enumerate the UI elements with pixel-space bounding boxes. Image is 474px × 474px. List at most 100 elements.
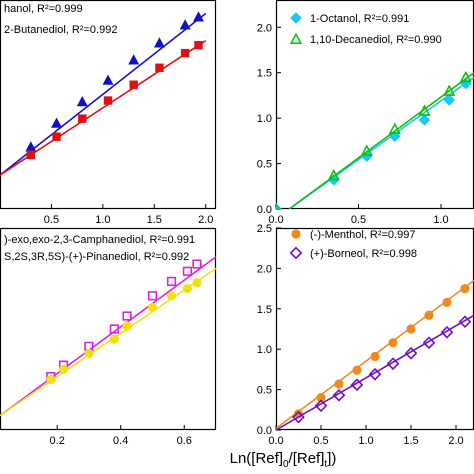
data-point	[192, 259, 202, 269]
data-point	[179, 19, 191, 30]
legend-marker	[289, 246, 303, 260]
data-point	[46, 374, 56, 385]
data-point	[350, 378, 364, 392]
x-tick-label: 0.5	[44, 214, 59, 226]
x-tick-label: 0.4	[113, 435, 128, 447]
legend-marker	[289, 32, 303, 45]
data-point	[360, 144, 373, 156]
y-tick-label: 0.5	[257, 159, 272, 171]
data-point	[194, 40, 203, 50]
data-point	[370, 351, 380, 362]
data-point	[109, 334, 119, 344]
data-point	[52, 132, 61, 141]
data-point	[182, 266, 193, 276]
data-point	[442, 297, 452, 307]
x-tick-label: 0.5	[351, 214, 366, 226]
data-point	[76, 96, 88, 107]
fit-line	[0, 267, 216, 417]
chart-panel-tr: 0.0 0.5 1.0 0.0 0.5 1.0 1.5 2.0 1-Octanol, R²=0.…	[257, 0, 474, 226]
data-point	[147, 302, 158, 312]
chart-panel-br: 0.0 0.5 1.0 1.5 2.0 0.0 0.5 1.0 1.5 2.0 2.5 (-)-Men…	[257, 223, 474, 447]
y-tick-label: 0.5	[257, 385, 272, 397]
series-2	[276, 314, 474, 430]
plot-area	[276, 279, 474, 430]
x-tick-label: 1.0	[433, 214, 448, 226]
y-tick-label: 2.5	[257, 223, 272, 235]
legend-label: (+)-Borneol, R²=0.998	[310, 248, 417, 260]
y-tick-label: 1.0	[257, 113, 272, 125]
series-1	[0, 256, 216, 417]
series-2	[276, 70, 474, 209]
data-point	[386, 357, 400, 371]
legend-marker	[290, 12, 302, 24]
axes-frame	[0, 227, 217, 431]
data-point	[58, 364, 69, 374]
data-point	[316, 393, 326, 403]
legend-label: 1-Octanol, R²=0.991	[310, 13, 409, 25]
legend-marker	[291, 229, 301, 239]
x-tick-label: 2.0	[448, 435, 463, 447]
legend-label: (-)-Menthol, R²=0.997	[310, 229, 415, 241]
chart-panel-bl: 0.2 0.4 0.6)-exo,exo-2,3-Camphanediol, R²=…	[0, 227, 217, 447]
series-2	[0, 267, 216, 417]
data-point	[147, 291, 158, 301]
data-point	[314, 399, 328, 413]
data-point	[102, 74, 114, 85]
data-point	[459, 70, 472, 83]
series-1	[276, 279, 474, 430]
y-tick-label: 1.5	[257, 304, 272, 316]
axes-frame	[275, 0, 474, 210]
data-point	[166, 291, 177, 301]
data-point	[440, 325, 454, 339]
data-point	[84, 348, 94, 359]
x-tick-label: 0.0	[268, 435, 283, 447]
data-point	[122, 321, 132, 331]
chart-panel-tl: 0.5 1.0 1.5 2.0 hanol, R²=0.999 2-Butanediol,…	[0, 0, 217, 226]
y-tick-label: 0.0	[257, 425, 272, 437]
plot-area	[0, 256, 216, 417]
x-tick-label: 1.0	[95, 214, 110, 226]
x-tick-label: 0.0	[268, 214, 283, 226]
data-point	[443, 94, 456, 106]
legend-label: S,2S,3R,5S)-(+)-Pinanediol, R²=0.992	[4, 251, 189, 263]
axes-frame	[0, 0, 217, 210]
data-point	[129, 80, 138, 89]
data-point	[418, 104, 431, 116]
data-point	[193, 11, 204, 22]
data-point	[166, 276, 177, 286]
x-tick-label: 2.0	[198, 214, 213, 226]
data-point	[352, 365, 362, 375]
data-point	[26, 150, 36, 159]
data-point	[422, 336, 436, 350]
data-point	[103, 96, 113, 105]
fit-line	[0, 256, 216, 417]
x-tick-label: 1.5	[147, 214, 162, 226]
legend-label: 2-Butanediol, R²=0.992	[4, 24, 117, 36]
y-tick-label: 1.0	[257, 344, 272, 356]
data-point	[109, 324, 119, 334]
series-1	[0, 11, 207, 176]
x-tick-label: 0.5	[313, 435, 328, 447]
data-point	[332, 388, 346, 402]
data-point	[388, 338, 398, 348]
x-tick-label: 0.2	[50, 435, 65, 447]
data-point	[78, 114, 87, 123]
data-point	[153, 37, 165, 48]
y-tick-label: 1.5	[257, 68, 272, 80]
x-tick-label: 1.0	[358, 435, 373, 447]
data-point	[404, 346, 418, 360]
data-point	[406, 324, 416, 334]
y-tick-label: 2.0	[257, 263, 272, 275]
data-point	[424, 310, 434, 320]
data-point	[418, 114, 431, 126]
data-point	[334, 379, 344, 389]
data-point	[292, 410, 305, 424]
data-point	[276, 202, 280, 209]
fit-line	[276, 314, 474, 430]
data-point	[128, 54, 140, 65]
data-point	[122, 311, 132, 321]
data-point	[368, 367, 382, 381]
plot-area	[276, 70, 474, 209]
data-point	[155, 63, 164, 72]
x-tick-label: 1.5	[403, 435, 418, 447]
